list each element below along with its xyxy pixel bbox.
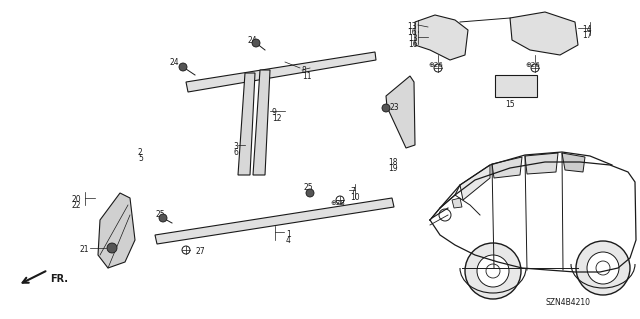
Text: 8: 8 bbox=[302, 66, 307, 75]
Polygon shape bbox=[415, 15, 468, 60]
Polygon shape bbox=[460, 165, 490, 200]
Bar bbox=[495, 75, 537, 97]
Text: 24: 24 bbox=[170, 58, 180, 67]
Text: 19: 19 bbox=[388, 164, 397, 173]
Text: 6: 6 bbox=[233, 148, 238, 157]
Text: ⊕28: ⊕28 bbox=[330, 200, 345, 206]
Circle shape bbox=[382, 104, 390, 112]
Polygon shape bbox=[386, 76, 415, 148]
Polygon shape bbox=[562, 153, 585, 172]
Polygon shape bbox=[253, 70, 270, 175]
Circle shape bbox=[159, 214, 167, 222]
Text: 22: 22 bbox=[72, 201, 81, 210]
Text: 3: 3 bbox=[233, 142, 238, 151]
Text: 25: 25 bbox=[303, 183, 312, 192]
Text: 27: 27 bbox=[195, 247, 205, 256]
Text: 23: 23 bbox=[390, 103, 399, 112]
Polygon shape bbox=[492, 157, 522, 178]
Circle shape bbox=[107, 243, 117, 253]
Polygon shape bbox=[525, 153, 558, 174]
Text: 17: 17 bbox=[582, 31, 591, 40]
Circle shape bbox=[465, 243, 521, 299]
Text: 16: 16 bbox=[408, 40, 418, 49]
Text: 12: 12 bbox=[272, 114, 282, 123]
Text: 16: 16 bbox=[407, 28, 417, 37]
Text: 25: 25 bbox=[156, 210, 166, 219]
Text: 4: 4 bbox=[286, 236, 291, 245]
Text: SZN4B4210: SZN4B4210 bbox=[546, 298, 591, 307]
Text: 14: 14 bbox=[582, 25, 591, 34]
Circle shape bbox=[587, 252, 619, 284]
Circle shape bbox=[252, 39, 260, 47]
Text: 13: 13 bbox=[407, 22, 417, 31]
Text: 10: 10 bbox=[350, 193, 360, 202]
Text: 1: 1 bbox=[286, 230, 291, 239]
Text: 2: 2 bbox=[138, 148, 143, 157]
Polygon shape bbox=[510, 12, 578, 55]
Text: 11: 11 bbox=[302, 72, 312, 81]
Text: 5: 5 bbox=[138, 154, 143, 163]
Text: 13: 13 bbox=[408, 34, 418, 43]
Text: FR.: FR. bbox=[50, 274, 68, 284]
Text: 21: 21 bbox=[79, 245, 88, 254]
Circle shape bbox=[179, 63, 187, 71]
Circle shape bbox=[576, 241, 630, 295]
Polygon shape bbox=[98, 193, 135, 268]
Text: 20: 20 bbox=[72, 195, 82, 204]
Circle shape bbox=[306, 189, 314, 197]
Text: 18: 18 bbox=[388, 158, 397, 167]
Polygon shape bbox=[238, 73, 255, 175]
Text: 9: 9 bbox=[272, 108, 277, 117]
Text: 24: 24 bbox=[248, 36, 258, 45]
Polygon shape bbox=[452, 198, 462, 208]
Polygon shape bbox=[155, 198, 394, 244]
Circle shape bbox=[477, 255, 509, 287]
Text: 7: 7 bbox=[350, 187, 355, 196]
Text: ⊕26: ⊕26 bbox=[428, 62, 443, 68]
Polygon shape bbox=[186, 52, 376, 92]
Text: 15: 15 bbox=[505, 100, 515, 109]
Text: ⊕26: ⊕26 bbox=[525, 62, 540, 68]
